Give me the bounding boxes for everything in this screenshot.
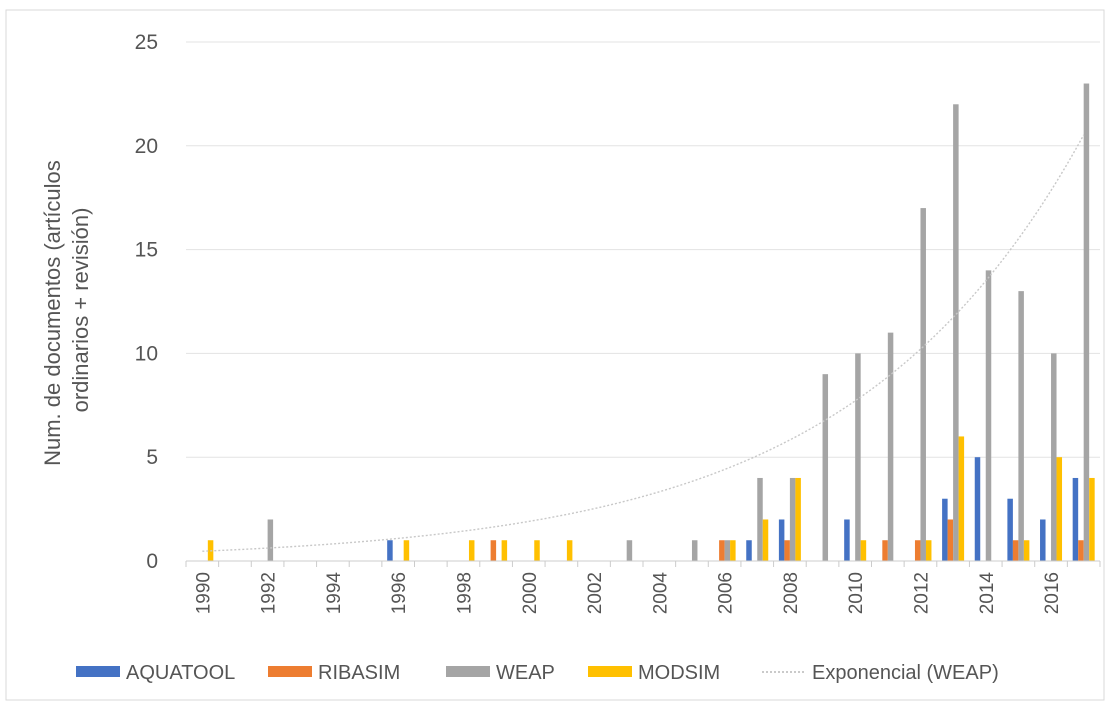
y-tick-label: 25 (135, 31, 158, 54)
bar-modsim-2001 (566, 540, 573, 561)
trendline-exponential-weap (202, 134, 1085, 552)
bar-weap-2006 (724, 540, 731, 561)
bar-modsim-2013 (958, 436, 965, 561)
bar-weap-2005 (691, 540, 698, 561)
x-tick-label: 1996 (389, 572, 410, 614)
x-axis-ticks: 1990 1992 1994 1996 1998 2000 2002 2004 2006 2008… (193, 572, 1063, 615)
bar-aquatool-2010 (844, 519, 850, 561)
bar-weap-2010 (855, 353, 861, 561)
bar-weap-2008 (789, 477, 796, 561)
legend: AQUATOOL RIBASIM WEAP MODSIM Exponencial (WE… (76, 662, 999, 684)
y-axis-label-line-1: Num. de documentos (artículos (40, 160, 65, 466)
bar-aquatool-1996 (387, 540, 393, 561)
bar-modsim-2010 (860, 540, 867, 561)
bars (207, 83, 1095, 562)
legend-label: AQUATOOL (126, 662, 235, 684)
bar-modsim-2006 (730, 540, 736, 561)
bar-weap-2016 (1051, 353, 1057, 561)
legend-swatch (268, 666, 312, 677)
x-tick-label: 2006 (716, 572, 737, 614)
bar-modsim-1998 (468, 540, 475, 561)
bar-modsim-2012 (925, 540, 932, 561)
y-tick-label: 20 (135, 135, 158, 158)
bar-modsim-2007 (762, 519, 769, 561)
bar-modsim-2017 (1089, 477, 1095, 561)
legend-swatch (76, 666, 120, 677)
bar-ribasim-2011 (882, 540, 888, 561)
x-tick-label: 1994 (324, 572, 345, 615)
bar-modsim-2015 (1023, 540, 1030, 561)
gridlines (186, 41, 1100, 458)
y-axis-label: Num. de documentos (artículos ordinarios… (40, 154, 93, 466)
legend-swatch (446, 666, 490, 677)
bar-ribasim-1999 (490, 540, 497, 561)
x-tick-label: 2004 (650, 572, 671, 615)
bar-weap-2014 (985, 270, 992, 561)
legend-item: AQUATOOL (76, 662, 235, 684)
y-axis-label-line-2: ordinarios + revisión) (68, 208, 93, 413)
bar-weap-1992 (267, 519, 274, 561)
chart-border (5, 9, 1105, 701)
x-tick-label: 2012 (912, 572, 933, 614)
x-axis (185, 560, 1101, 567)
legend-label: WEAP (496, 662, 555, 684)
bar-weap-2007 (757, 477, 763, 561)
x-tick-label: 2016 (1042, 572, 1063, 614)
x-tick-label: 2008 (781, 572, 802, 614)
bar-aquatool-2017 (1072, 477, 1079, 561)
bar-ribasim-2017 (1078, 540, 1084, 561)
y-tick-label: 5 (146, 446, 158, 469)
bar-modsim-1999 (501, 540, 508, 561)
bar-weap-2009 (822, 374, 829, 561)
bar-ribasim-2006 (719, 540, 725, 561)
bar-modsim-2016 (1056, 457, 1063, 561)
x-tick-label: 2000 (520, 572, 541, 614)
x-tick-label: 1992 (259, 572, 280, 614)
x-tick-label: 2014 (977, 572, 998, 615)
bar-aquatool-2016 (1040, 519, 1046, 561)
bar-weap-2012 (920, 208, 926, 561)
bar-aquatool-2008 (778, 519, 785, 561)
x-tick-label: 1998 (455, 572, 476, 614)
y-tick-label: 15 (135, 239, 158, 262)
bar-ribasim-2013 (947, 519, 954, 561)
bar-ribasim-2012 (914, 540, 921, 561)
bar-modsim-1996 (403, 540, 410, 561)
bar-aquatool-2014 (974, 457, 981, 561)
legend-label: Exponencial (WEAP) (812, 662, 999, 684)
bar-weap-2013 (953, 104, 959, 561)
bar-weap-2003 (626, 540, 633, 561)
bar-weap-2017 (1083, 83, 1090, 562)
bar-ribasim-2008 (784, 540, 790, 561)
legend-label: RIBASIM (318, 662, 400, 684)
bar-aquatool-2007 (746, 540, 752, 561)
x-tick-label: 2010 (846, 572, 867, 614)
y-tick-label: 0 (146, 550, 158, 573)
x-tick-label: 2002 (585, 572, 606, 614)
bar-ribasim-2015 (1012, 540, 1019, 561)
legend-item: RIBASIM (268, 662, 400, 684)
legend-swatch (588, 666, 632, 677)
bar-aquatool-2013 (942, 498, 948, 561)
x-tick-label: 1990 (193, 572, 214, 614)
legend-item: MODSIM (588, 662, 720, 684)
trendline-layer (202, 134, 1085, 552)
legend-item: WEAP (446, 662, 555, 684)
legend-label: MODSIM (638, 662, 720, 684)
bar-modsim-2008 (795, 477, 801, 561)
y-axis-ticks: 0 5 10 15 20 25 (135, 31, 158, 573)
bar-modsim-2000 (534, 540, 540, 561)
bar-aquatool-2015 (1007, 498, 1013, 561)
legend-item: Exponencial (WEAP) (762, 662, 999, 684)
bar-weap-2015 (1018, 291, 1024, 561)
bar-weap-2011 (887, 332, 894, 561)
y-tick-label: 10 (135, 342, 158, 365)
